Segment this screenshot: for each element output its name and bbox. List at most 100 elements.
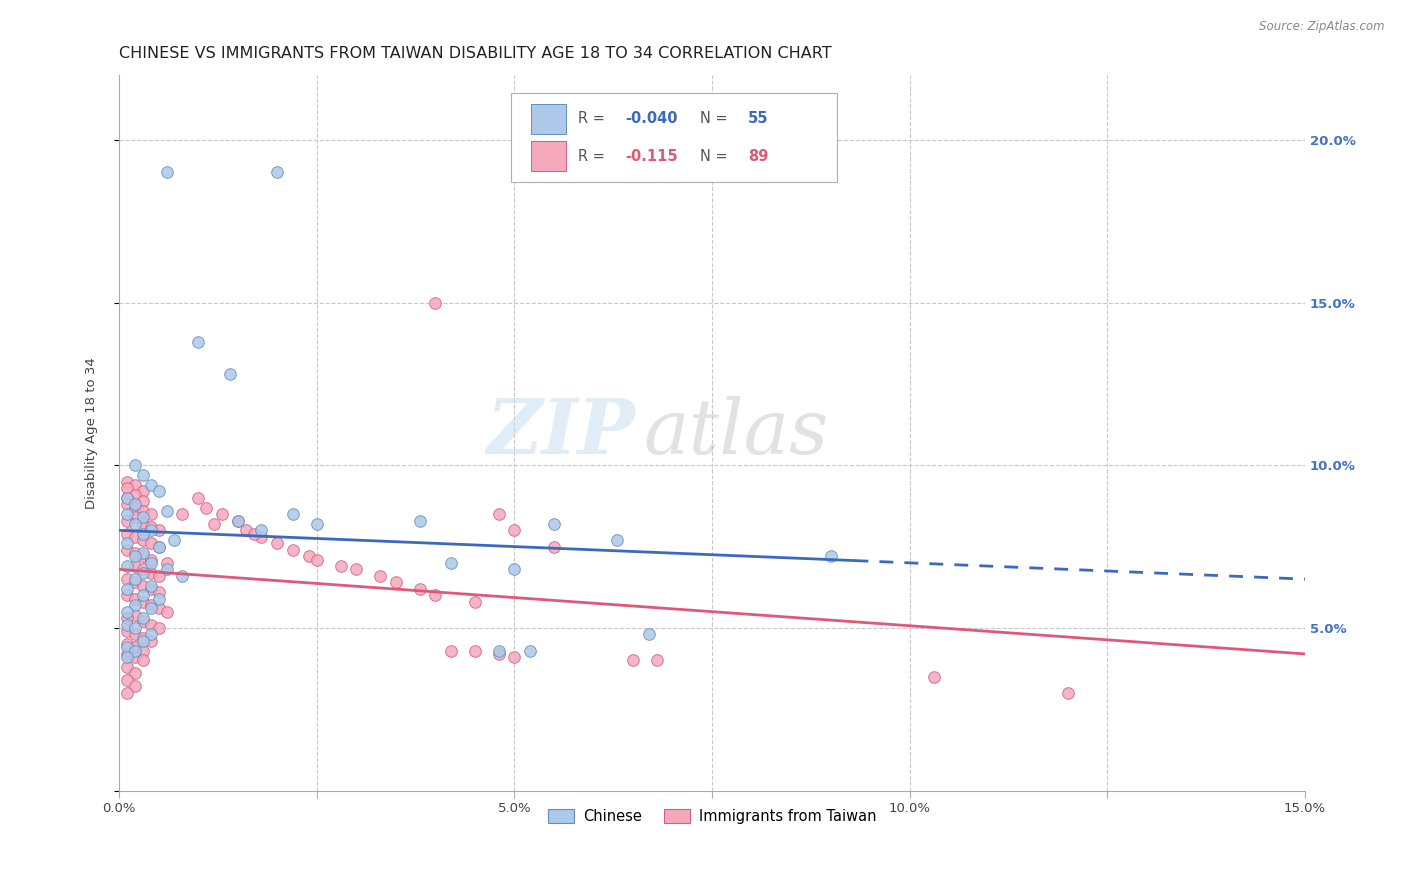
Text: -0.040: -0.040	[626, 112, 678, 126]
Point	[124, 680, 146, 694]
Point	[148, 540, 170, 554]
Point	[139, 524, 162, 538]
Text: CHINESE VS IMMIGRANTS FROM TAIWAN DISABILITY AGE 18 TO 34 CORRELATION CHART: CHINESE VS IMMIGRANTS FROM TAIWAN DISABI…	[120, 46, 832, 62]
Point	[132, 533, 155, 547]
Point	[139, 566, 162, 580]
Point	[115, 514, 138, 528]
Point	[226, 514, 249, 528]
Text: N =: N =	[700, 149, 733, 164]
Point	[132, 611, 155, 625]
Point	[305, 552, 328, 566]
Point	[440, 643, 463, 657]
Point	[132, 494, 155, 508]
Point	[132, 562, 155, 576]
Point	[115, 605, 138, 619]
Point	[124, 607, 146, 622]
Point	[425, 295, 447, 310]
Point	[132, 566, 155, 580]
Point	[132, 643, 155, 657]
Point	[139, 598, 162, 612]
Point	[115, 481, 138, 495]
Point	[115, 650, 138, 665]
Text: -0.115: -0.115	[626, 149, 678, 164]
Point	[139, 582, 162, 596]
Point	[124, 591, 146, 606]
Point	[124, 572, 146, 586]
Point	[195, 500, 218, 515]
Point	[132, 468, 155, 483]
Point	[187, 334, 209, 349]
Point	[266, 536, 288, 550]
Point	[250, 524, 273, 538]
Point	[115, 647, 138, 661]
Point	[139, 556, 162, 570]
Point	[124, 487, 146, 501]
Point	[124, 621, 146, 635]
Point	[115, 611, 138, 625]
Text: 55: 55	[748, 112, 768, 126]
Point	[124, 627, 146, 641]
Point	[132, 546, 155, 560]
Point	[124, 477, 146, 491]
Point	[139, 536, 162, 550]
Point	[148, 540, 170, 554]
Point	[132, 579, 155, 593]
Point	[124, 650, 146, 665]
Point	[266, 165, 288, 179]
Point	[148, 524, 170, 538]
Point	[163, 533, 186, 547]
Point	[124, 640, 146, 655]
Point	[305, 516, 328, 531]
Point	[124, 666, 146, 681]
Point	[1057, 686, 1080, 700]
Point	[115, 588, 138, 602]
Point	[115, 526, 138, 541]
Point	[488, 647, 510, 661]
Point	[115, 507, 138, 521]
Point	[139, 627, 162, 641]
Point	[155, 165, 177, 179]
Point	[155, 562, 177, 576]
Point	[172, 507, 194, 521]
Point	[124, 530, 146, 544]
Point	[606, 533, 628, 547]
Point	[115, 475, 138, 489]
Point	[148, 484, 170, 499]
Point	[408, 582, 430, 596]
Bar	[530, 142, 567, 171]
Point	[124, 643, 146, 657]
Point	[115, 624, 138, 639]
Point	[148, 585, 170, 599]
Point	[115, 686, 138, 700]
Point	[503, 524, 526, 538]
Point	[281, 542, 304, 557]
Point	[139, 634, 162, 648]
Point	[425, 588, 447, 602]
Point	[132, 549, 155, 564]
Point	[408, 514, 430, 528]
Point	[187, 491, 209, 505]
Legend: Chinese, Immigrants from Taiwan: Chinese, Immigrants from Taiwan	[543, 803, 882, 830]
Point	[519, 643, 541, 657]
Bar	[530, 103, 567, 134]
Point	[488, 507, 510, 521]
Point	[503, 650, 526, 665]
Point	[132, 504, 155, 518]
Text: R =: R =	[578, 149, 614, 164]
Point	[115, 559, 138, 574]
Point	[543, 516, 565, 531]
Point	[344, 562, 367, 576]
Point	[115, 673, 138, 687]
Point	[385, 575, 408, 590]
Point	[155, 504, 177, 518]
Point	[638, 627, 661, 641]
Point	[155, 605, 177, 619]
Point	[132, 653, 155, 667]
Point	[440, 556, 463, 570]
Point	[488, 643, 510, 657]
Point	[139, 601, 162, 615]
Point	[922, 670, 945, 684]
Point	[148, 569, 170, 583]
FancyBboxPatch shape	[510, 93, 837, 182]
Point	[132, 634, 155, 648]
